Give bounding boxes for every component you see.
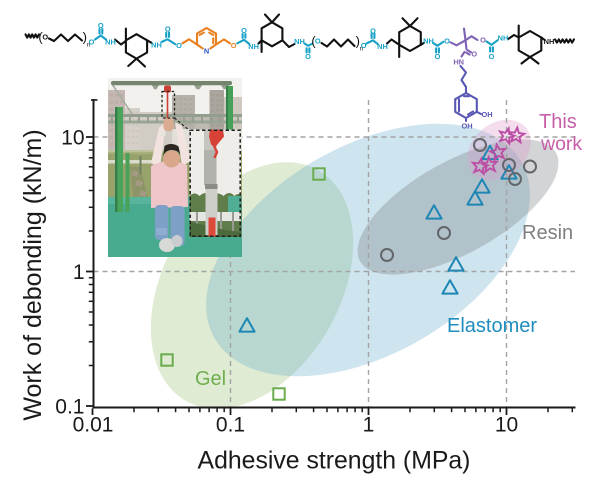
- svg-text:O: O: [305, 52, 311, 61]
- svg-text:n: n: [360, 45, 364, 52]
- svg-text:O: O: [165, 25, 171, 34]
- svg-text:n: n: [87, 42, 91, 49]
- svg-text:O: O: [176, 41, 182, 50]
- svg-text:O: O: [315, 36, 321, 45]
- svg-text:O: O: [370, 27, 376, 36]
- svg-text:N: N: [204, 47, 209, 56]
- svg-text:1: 1: [363, 414, 375, 437]
- svg-text:Elastomer: Elastomer: [447, 315, 537, 337]
- svg-text:NH: NH: [544, 37, 555, 46]
- svg-text:O: O: [241, 26, 247, 35]
- svg-text:Work of debonding (kN/m): Work of debonding (kN/m): [19, 129, 47, 420]
- svg-text:Gel: Gel: [195, 368, 226, 390]
- svg-text:): ): [356, 34, 360, 49]
- svg-text:10: 10: [61, 127, 84, 150]
- svg-text:O: O: [435, 52, 441, 61]
- svg-text:O: O: [98, 21, 104, 30]
- svg-text:OH: OH: [482, 110, 493, 119]
- svg-text:O: O: [489, 52, 495, 61]
- svg-text:NH: NH: [294, 37, 305, 46]
- svg-text:O: O: [480, 35, 486, 44]
- svg-text:NH: NH: [423, 36, 434, 45]
- svg-text:NH: NH: [151, 40, 162, 49]
- svg-text:1: 1: [73, 261, 85, 284]
- svg-text:0.01: 0.01: [73, 414, 114, 437]
- svg-text:Resin: Resin: [522, 222, 573, 244]
- svg-text:OH: OH: [461, 121, 472, 130]
- svg-text:HN: HN: [453, 57, 464, 66]
- svg-text:This: This: [539, 111, 577, 133]
- svg-text:(: (: [311, 34, 316, 49]
- svg-text:O: O: [471, 49, 477, 58]
- svg-text:O: O: [89, 37, 95, 46]
- svg-text:(: (: [38, 30, 43, 45]
- svg-text:NH: NH: [377, 42, 388, 51]
- svg-text:NH: NH: [105, 37, 116, 46]
- svg-text:work: work: [540, 133, 582, 155]
- svg-text:10: 10: [495, 414, 518, 437]
- svg-text:Adhesive strength (MPa): Adhesive strength (MPa): [198, 448, 471, 475]
- svg-text:O: O: [42, 32, 48, 41]
- svg-text:O: O: [231, 41, 237, 50]
- svg-text:NH: NH: [248, 42, 259, 51]
- svg-text:0.1: 0.1: [55, 396, 84, 419]
- svg-text:O: O: [361, 41, 367, 50]
- svg-text:): ): [83, 30, 87, 45]
- svg-text:O: O: [444, 36, 450, 45]
- svg-text:0.1: 0.1: [216, 414, 245, 437]
- svg-text:NH: NH: [498, 33, 509, 42]
